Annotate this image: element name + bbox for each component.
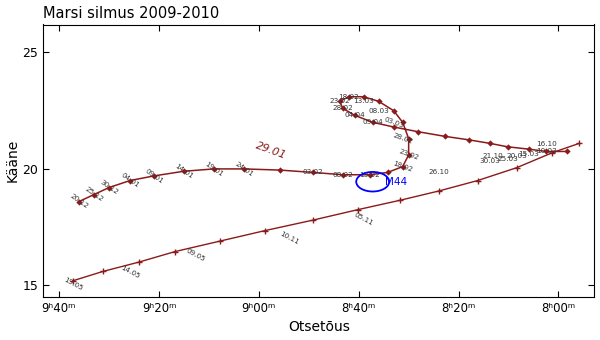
Text: 19.01: 19.01 — [203, 160, 224, 177]
Y-axis label: Kääne: Kääne — [5, 139, 20, 182]
Text: 14.05: 14.05 — [119, 265, 140, 280]
Text: 09.04: 09.04 — [362, 119, 383, 125]
Text: 25.03: 25.03 — [497, 156, 518, 162]
Text: 25.12: 25.12 — [84, 186, 104, 203]
Text: 10.11: 10.11 — [278, 230, 299, 245]
Text: 18.02: 18.02 — [392, 160, 413, 173]
Text: 10.03: 10.03 — [536, 149, 557, 154]
Text: 16.10: 16.10 — [536, 141, 557, 148]
Text: 08.02: 08.02 — [332, 172, 353, 178]
Text: 13.02: 13.02 — [359, 172, 380, 178]
Text: 24.01: 24.01 — [233, 160, 254, 177]
Text: Marsi silmus 2009-2010: Marsi silmus 2009-2010 — [43, 5, 220, 20]
Text: 20.12: 20.12 — [69, 193, 89, 210]
Text: 20.03: 20.03 — [506, 153, 527, 159]
Text: 14.01: 14.01 — [173, 163, 194, 180]
Text: 13.03: 13.03 — [353, 98, 374, 104]
Text: 09.05: 09.05 — [185, 248, 206, 262]
Text: 18.02: 18.02 — [338, 94, 359, 100]
Text: 04.04: 04.04 — [344, 112, 365, 118]
Text: M44: M44 — [385, 177, 407, 187]
Text: 29.01: 29.01 — [254, 140, 287, 160]
Text: 08.03: 08.03 — [368, 108, 389, 114]
Text: 30.03: 30.03 — [479, 158, 500, 165]
Text: 30.12: 30.12 — [99, 179, 119, 196]
Text: 23.02: 23.02 — [329, 98, 350, 104]
Text: 15.03: 15.03 — [518, 151, 539, 157]
Text: 26.10: 26.10 — [428, 169, 449, 175]
Text: 28.02: 28.02 — [332, 105, 353, 112]
X-axis label: Otsetōus: Otsetōus — [288, 320, 350, 335]
Text: 05.11: 05.11 — [353, 211, 374, 226]
Text: 03.02: 03.02 — [302, 169, 323, 175]
Text: 19.05: 19.05 — [62, 277, 83, 292]
Text: 21.10: 21.10 — [482, 153, 503, 159]
Text: 28.02: 28.02 — [392, 132, 413, 145]
Text: 09.01: 09.01 — [144, 168, 164, 184]
Text: 04.01: 04.01 — [120, 172, 140, 189]
Text: 03.03: 03.03 — [383, 116, 404, 129]
Text: 23.02: 23.02 — [398, 149, 419, 161]
